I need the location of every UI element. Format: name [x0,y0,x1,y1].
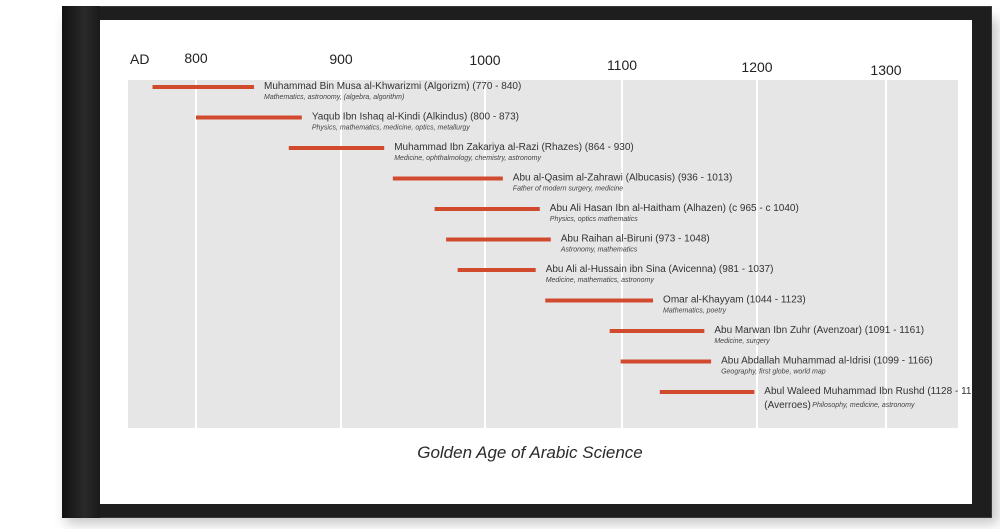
entry-name-7: Abu Ali al-Hussain ibn Sina (Avicenna) (… [546,264,774,275]
plot-background [128,80,958,428]
tick-label-900: 900 [329,51,353,67]
entry-name-2: Yaqub Ibn Ishaq al-Kindi (Alkindus) (800… [312,112,519,123]
tick-label-1300: 1300 [870,62,901,78]
entry-name-1: Muhammad Bin Musa al-Khwarizmi (Algorizm… [264,81,521,92]
entry-name-10: Abu Abdallah Muhammad al-Idrisi (1099 - … [721,356,933,367]
tick-label-800: 800 [184,50,208,66]
entry-name-11: Abul Waleed Muhammad Ibn Rushd (1128 - 1… [764,386,972,397]
entry-name-9: Abu Marwan Ibn Zuhr (Avenzoar) (1091 - 1… [714,325,924,336]
entry-desc-7: Medicine, mathematics, astronomy [546,277,655,284]
bar-11 [659,390,755,394]
bar-2 [196,115,302,120]
entry-name-3: Muhammad Ibn Zakariya al-Razi (Rhazes) (… [394,142,634,153]
entry-desc-8: Mathematics, poetry [663,308,727,315]
entry-name-8: Omar al-Khayyam (1044 - 1123) [663,295,806,306]
entry-desc-4: Father of modern surgery, medicine [513,186,623,193]
bar-6 [446,237,551,242]
era-label: AD [130,51,149,67]
entry-name-6: Abu Raihan al-Biruni (973 - 1048) [561,234,710,245]
bar-8 [545,298,654,303]
chart-title: Golden Age of Arabic Science [417,443,643,462]
bar-1 [152,85,254,89]
entry-desc-11: Philosophy, medicine, astronomy [812,402,915,409]
entry-desc-1: Mathematics, astronomy, (algebra, algori… [264,94,404,101]
bar-10 [620,359,712,364]
entry-desc-3: Medicine, ophthalmology, chemistry, astr… [394,155,541,162]
entry-desc-9: Medicine, surgery [714,338,770,345]
timeline-chart: AD 800 900 1000 1100 1200 1300 Muhammad Bin Mus… [128,50,972,462]
bar-4 [392,176,503,181]
bar-9 [609,329,705,333]
entry-alias-11: (Averroes) [764,400,811,411]
entry-desc-2: Physics, mathematics, medicine, optics, … [312,125,470,132]
frame-edge [62,6,100,518]
tick-label-1200: 1200 [741,59,772,75]
entry-name-5: Abu Ali Hasan Ibn al-Haitham (Alhazen) (… [550,203,799,214]
bar-3 [288,146,385,150]
entry-desc-10: Geography, first globe, world map [721,369,826,376]
entry-desc-6: Astronomy, mathematics [560,247,638,254]
bar-5 [434,207,540,211]
bar-7 [457,268,536,272]
tick-label-1100: 1100 [607,57,637,73]
tick-label-1000: 1000 [469,52,500,68]
entry-desc-5: Physics, optics mathematics [550,216,638,223]
entry-name-4: Abu al-Qasim al-Zahrawi (Albucasis) (936… [513,173,733,184]
chart-canvas: AD 800 900 1000 1100 1200 1300 Muhammad Bin Mus… [100,20,972,504]
